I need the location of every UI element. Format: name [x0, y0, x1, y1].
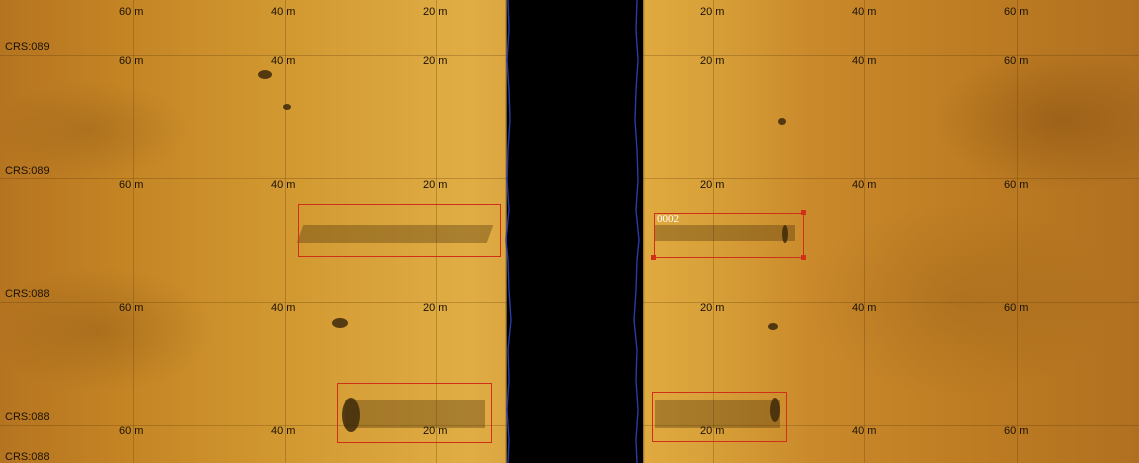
range-label-60m: 60 m [119, 6, 144, 18]
range-label-20m: 20 m [700, 179, 725, 191]
resize-handle[interactable] [651, 255, 656, 260]
range-label-20m: 20 m [423, 6, 448, 18]
range-label-60m: 60 m [119, 55, 144, 67]
target-box-0002[interactable] [654, 213, 804, 258]
range-label-60m: 60 m [1004, 425, 1029, 437]
resize-handle[interactable] [801, 255, 806, 260]
range-label-20m: 20 m [700, 6, 725, 18]
water-column [507, 0, 643, 463]
bottom-trace-starboard [633, 0, 640, 463]
range-label-40m: 40 m [271, 425, 296, 437]
range-label-60m: 60 m [1004, 6, 1029, 18]
range-label-40m: 40 m [852, 425, 877, 437]
target-label: 0002 [657, 213, 679, 225]
seabed-streak [345, 400, 485, 428]
range-label-20m: 20 m [423, 302, 448, 314]
range-label-60m: 60 m [119, 425, 144, 437]
course-label: CRS:088 [5, 411, 50, 423]
resize-handle[interactable] [801, 210, 806, 215]
grid-line [1017, 0, 1018, 463]
seabed-feature [768, 323, 778, 330]
seabed-feature [342, 398, 360, 432]
seabed-streak [655, 225, 795, 241]
range-label-40m: 40 m [852, 179, 877, 191]
seabed-feature [332, 318, 348, 328]
range-label-60m: 60 m [1004, 302, 1029, 314]
grid-line [133, 0, 134, 463]
range-label-60m: 60 m [1004, 55, 1029, 67]
seabed-feature [283, 104, 291, 110]
range-label-60m: 60 m [1004, 179, 1029, 191]
seabed-feature [770, 398, 780, 422]
range-label-40m: 40 m [852, 302, 877, 314]
grid-line [864, 0, 865, 463]
grid-line [285, 0, 286, 463]
target-box[interactable] [298, 204, 501, 257]
range-label-60m: 60 m [119, 302, 144, 314]
range-label-40m: 40 m [852, 6, 877, 18]
range-label-20m: 20 m [700, 302, 725, 314]
course-label: CRS:089 [5, 41, 50, 53]
range-label-60m: 60 m [119, 179, 144, 191]
range-label-40m: 40 m [271, 6, 296, 18]
range-label-20m: 20 m [423, 55, 448, 67]
seabed-feature [778, 118, 786, 125]
range-label-20m: 20 m [423, 425, 448, 437]
course-label: CRS:088 [5, 288, 50, 300]
range-label-20m: 20 m [700, 55, 725, 67]
range-label-20m: 20 m [700, 425, 725, 437]
seabed-feature [782, 225, 788, 243]
target-box[interactable] [337, 383, 492, 443]
course-label: CRS:089 [5, 165, 50, 177]
range-label-40m: 40 m [271, 302, 296, 314]
grid-line [713, 0, 714, 463]
range-label-20m: 20 m [423, 179, 448, 191]
grid-line [436, 0, 437, 463]
seabed-streak [655, 400, 780, 428]
bottom-trace-port [505, 0, 512, 463]
range-label-40m: 40 m [852, 55, 877, 67]
range-label-40m: 40 m [271, 179, 296, 191]
target-box[interactable] [652, 392, 787, 442]
course-label: CRS:088 [5, 451, 50, 463]
seabed-feature [258, 70, 272, 79]
range-label-40m: 40 m [271, 55, 296, 67]
